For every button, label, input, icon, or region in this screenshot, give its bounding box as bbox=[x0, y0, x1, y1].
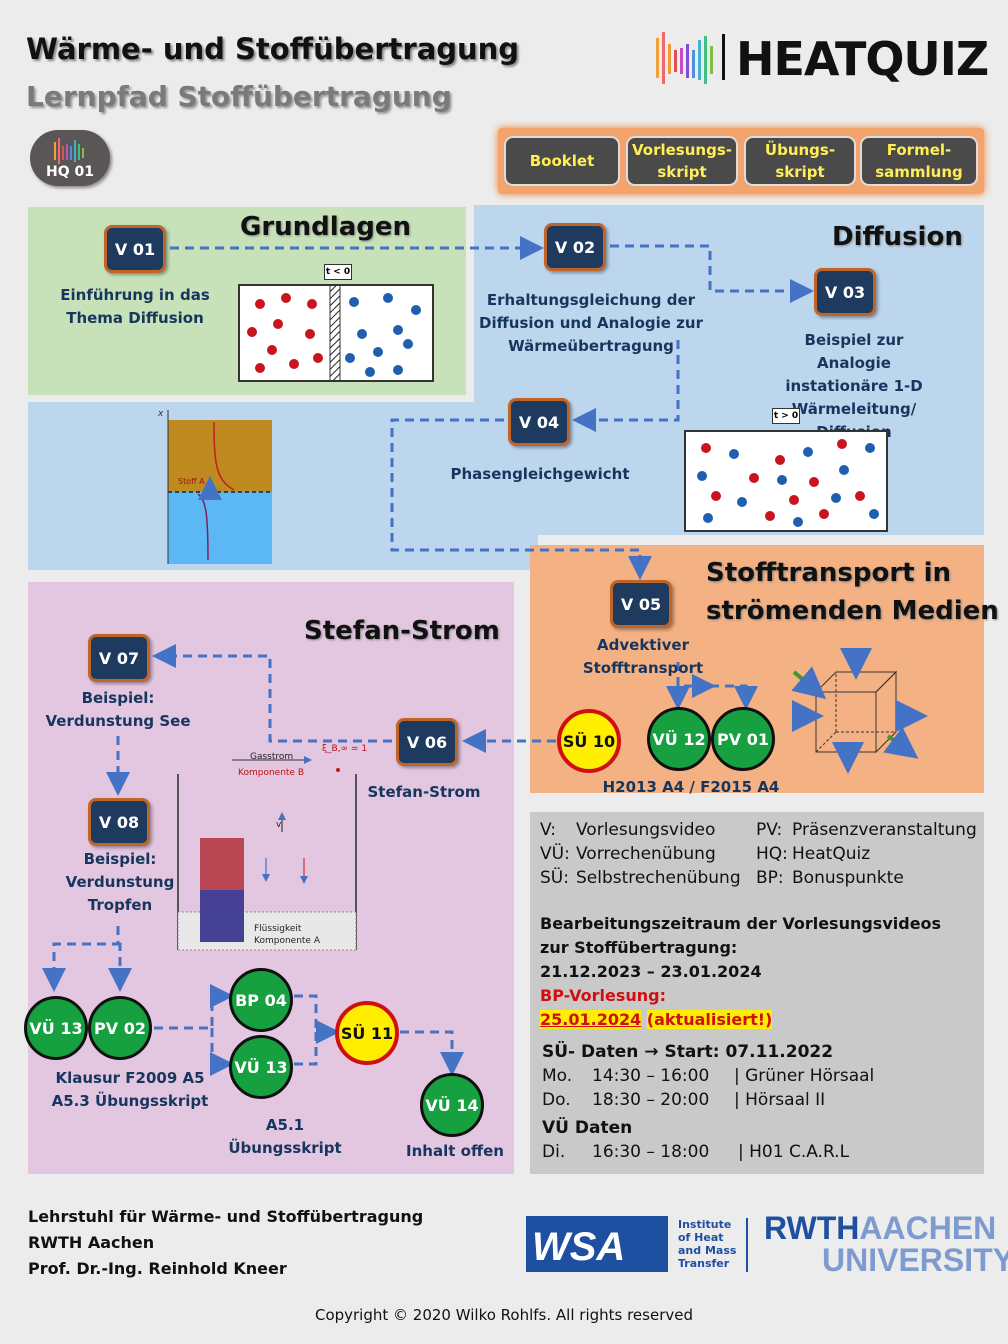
uebungsskript-button[interactable]: Übungs-skript bbox=[744, 136, 856, 186]
label-v-arrow: v bbox=[276, 820, 282, 830]
particles-after-illustration bbox=[684, 430, 888, 532]
node-v04[interactable]: V 04 bbox=[508, 398, 570, 446]
brand-name: HEATQUIZ bbox=[736, 32, 989, 86]
label-v02: Erhaltungsgleichung der Diffusion und Ana… bbox=[479, 291, 703, 355]
legend-row: SÜ: Selbstrechenübung BP: Bonuspunkte bbox=[540, 868, 904, 888]
arrow-v08-vu13 bbox=[42, 926, 120, 992]
hq01-badge[interactable]: HQ 01 bbox=[30, 130, 110, 186]
su-row: Mo. 14:30 – 16:00 | Grüner Hörsaal bbox=[542, 1066, 875, 1086]
label-t-lt-0: t < 0 bbox=[324, 264, 352, 280]
su-row: Do. 18:30 – 20:00 | Hörsaal II bbox=[542, 1090, 826, 1110]
node-pv02[interactable]: PV 02 bbox=[88, 996, 152, 1060]
node-vu13-b[interactable]: VÜ 13 bbox=[229, 1035, 293, 1099]
region-legend bbox=[530, 812, 984, 1174]
arrow-bp04-su11 bbox=[294, 994, 340, 1044]
stefan-flow-illustration bbox=[177, 756, 357, 951]
label-v04: Phasengleichgewicht bbox=[450, 465, 630, 483]
region-diffusion-lower bbox=[28, 402, 538, 570]
arrow-to-pv01 bbox=[710, 684, 758, 710]
heading-diffusion: Diffusion bbox=[832, 222, 963, 252]
page-title: Wärme- und Stoffübertragung bbox=[26, 32, 520, 66]
heading-stefan-strom: Stefan-Strom bbox=[304, 616, 500, 646]
label-t-gt-0: t > 0 bbox=[772, 408, 800, 424]
node-vu13-a[interactable]: VÜ 13 bbox=[24, 996, 88, 1060]
wsa-logo-icon: WSA bbox=[526, 1216, 668, 1272]
logo-divider bbox=[722, 34, 725, 80]
label-h2013: H2013 A4 / F2015 A4 bbox=[602, 778, 780, 796]
node-v05[interactable]: V 05 bbox=[610, 580, 672, 628]
arrow-pv02-bp04 bbox=[154, 984, 234, 1030]
arrow-v03-v04 bbox=[572, 340, 680, 432]
arrow-v08-pv02 bbox=[108, 942, 132, 992]
label-v08: Beispiel: Verdunstung Tropfen bbox=[65, 850, 175, 914]
arrow-v06-v07 bbox=[152, 644, 392, 743]
label-stoff-a: Stoff A bbox=[178, 477, 205, 486]
label-xi-b: ξ_B,∞ = 1 bbox=[322, 744, 368, 754]
svg-text:x: x bbox=[157, 409, 164, 419]
arrow-v02-v03 bbox=[610, 244, 814, 303]
vorlesungsskript-label: Vorlesungs-skript bbox=[632, 141, 732, 181]
vu-row: Di. 16:30 – 18:00 | H01 C.A.R.L bbox=[542, 1142, 850, 1162]
logo-separator bbox=[746, 1218, 748, 1272]
label-gasstrom: Gasstrom bbox=[250, 752, 294, 762]
label-fluessig: Flüssigkeit bbox=[254, 924, 302, 934]
vorlesungsskript-button[interactable]: Vorlesungs-skript bbox=[626, 136, 738, 186]
heatquiz-logo-icon bbox=[656, 32, 713, 84]
label-v06: Stefan-Strom bbox=[367, 783, 481, 801]
label-klausur: Klausur F2009 A5 A5.3 Übungsskript bbox=[51, 1069, 209, 1110]
node-pv01[interactable]: PV 01 bbox=[711, 707, 775, 771]
label-v07: Beispiel: Verdunstung See bbox=[45, 689, 191, 730]
legend-row: VÜ: Vorrechenübung HQ: HeatQuiz bbox=[540, 844, 871, 864]
node-v03[interactable]: V 03 bbox=[814, 268, 876, 316]
copyright: Copyright © 2020 Wilko Rohlfs. All right… bbox=[314, 1306, 694, 1324]
node-v02[interactable]: V 02 bbox=[544, 223, 606, 271]
node-su10[interactable]: SÜ 10 bbox=[557, 709, 621, 773]
arrow-pv02-vu13 bbox=[210, 1028, 234, 1076]
formelsammlung-button[interactable]: Formel-sammlung bbox=[860, 136, 978, 186]
node-vu12[interactable]: VÜ 12 bbox=[647, 707, 711, 771]
heading-stofftransport-2: strömenden Medien bbox=[706, 596, 999, 626]
uebungsskript-label: Übungs-skript bbox=[764, 141, 836, 181]
legend-abbreviations: V: Vorlesungsvideo PV: Präsenzveranstaltung… bbox=[540, 818, 980, 890]
label-komponente-b: Komponente B bbox=[238, 768, 304, 778]
formelsammlung-label: Formel-sammlung bbox=[875, 141, 963, 181]
label-v03: Beispiel zur Analogie instationäre 1-D Wär… bbox=[785, 331, 923, 441]
phase-equilibrium-illustration: x Stoff A bbox=[157, 409, 272, 564]
particles-before-illustration bbox=[238, 284, 434, 382]
heading-stofftransport-1: Stofftransport in bbox=[706, 558, 952, 588]
label-a51: A5.1 Übungsskript bbox=[228, 1116, 342, 1157]
node-v01[interactable]: V 01 bbox=[104, 225, 166, 273]
node-vu14[interactable]: VÜ 14 bbox=[420, 1073, 484, 1137]
rwth-logo: RWTHAACHEN UNIVERSITY bbox=[764, 1210, 1008, 1278]
arrow-v04-v05 bbox=[390, 418, 652, 580]
legend-row: V: Vorlesungsvideo PV: Präsenzveranstaltung bbox=[540, 820, 977, 840]
label-v05: Advektiver Stofftransport bbox=[582, 636, 704, 677]
node-v08[interactable]: V 08 bbox=[88, 798, 150, 846]
booklet-label: Booklet bbox=[529, 152, 595, 170]
wsa-institute-text: Institute of Heat and Mass Transfer bbox=[678, 1218, 737, 1270]
control-volume-illustration bbox=[791, 648, 928, 774]
node-v06[interactable]: V 06 bbox=[396, 718, 458, 766]
period-block: Bearbeitungszeitraum der Vorlesungsvideo… bbox=[540, 914, 942, 1029]
node-v07[interactable]: V 07 bbox=[88, 634, 150, 682]
heading-grundlagen: Grundlagen bbox=[240, 212, 412, 242]
su-dates: SÜ- Daten → Start: 07.11.2022 Mo. 14:30 –… bbox=[542, 1040, 982, 1164]
page-subtitle: Lernpfad Stoffübertragung bbox=[26, 80, 452, 113]
label-komponente-a: Komponente A bbox=[254, 936, 320, 946]
label-v01: Einführung in das Thema Diffusion bbox=[60, 286, 210, 327]
heatquiz-mini-icon bbox=[54, 138, 84, 164]
node-bp04[interactable]: BP 04 bbox=[229, 968, 293, 1032]
label-inhalt-offen: Inhalt offen bbox=[406, 1142, 504, 1160]
booklet-button[interactable]: Booklet bbox=[504, 136, 620, 186]
arrow-su11-vu14 bbox=[400, 1030, 464, 1076]
svg-text:WSA: WSA bbox=[532, 1225, 625, 1269]
resource-bar: Booklet Vorlesungs-skript Übungs-skript … bbox=[498, 128, 984, 194]
arrow-vu13-su11 bbox=[294, 1032, 318, 1066]
node-su11[interactable]: SÜ 11 bbox=[335, 1001, 399, 1065]
chair-info: Lehrstuhl für Wärme- und Stoffübertragun… bbox=[28, 1207, 424, 1278]
hq01-label: HQ 01 bbox=[46, 164, 94, 180]
